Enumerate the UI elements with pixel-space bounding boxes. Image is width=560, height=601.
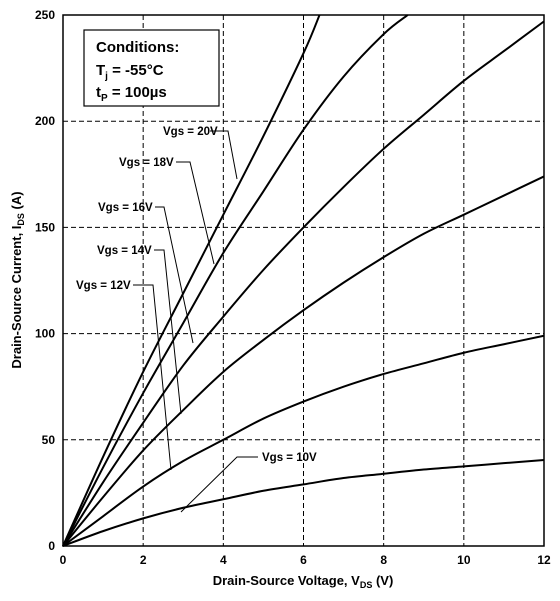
- x-tick-label: 2: [140, 553, 147, 567]
- leader-vgs-20v: [210, 130, 238, 180]
- y-tick-label: 50: [42, 433, 56, 447]
- y-tick-label: 250: [35, 8, 55, 22]
- x-tick-label: 6: [300, 553, 307, 567]
- leader-vgs-14v: [154, 249, 182, 415]
- series-label-vgs-10v: Vgs = 10V: [262, 452, 317, 464]
- leader-vgs-18v: [176, 161, 215, 265]
- x-axis-title: Drain-Source Voltage, VDS (V): [213, 573, 394, 590]
- y-tick-label: 200: [35, 114, 55, 128]
- leader-vgs-12v: [133, 284, 172, 471]
- x-tick-label: 10: [457, 553, 471, 567]
- y-tick-label: 100: [35, 327, 55, 341]
- series-label-vgs-14v: Vgs = 14V: [97, 245, 152, 257]
- y-tick-label: 150: [35, 220, 55, 234]
- x-tick-label: 8: [380, 553, 387, 567]
- leader-vgs-10v: [180, 456, 258, 513]
- conditions-tj: Tj = -55°C: [96, 62, 164, 82]
- conditions-box-border: [83, 29, 220, 107]
- conditions-box: Conditions: Tj = -55°C tP = 100µs: [83, 29, 220, 107]
- series-label-vgs-12v: Vgs = 12V: [76, 280, 131, 292]
- curve-vgs-18v: [62, 14, 409, 547]
- label-leaders: [133, 130, 258, 513]
- curve-vgs-10v: [62, 458, 545, 547]
- x-tick-label: 0: [60, 553, 67, 567]
- curves: [62, 14, 545, 547]
- series-label-vgs-20v: Vgs = 20V: [163, 126, 218, 138]
- x-tick-label: 4: [220, 553, 227, 567]
- conditions-title: Conditions:: [96, 39, 179, 56]
- conditions-tp: tP = 100µs: [96, 84, 167, 104]
- plot-frame: [62, 14, 545, 547]
- series-label-vgs-16v: Vgs = 16V: [98, 202, 153, 214]
- curve-vgs-12v: [62, 334, 545, 547]
- leader-vgs-16v: [155, 206, 194, 344]
- curve-vgs-16v: [62, 20, 545, 547]
- tick-labels: 0 2 4 6 8 10 12 0 50 100 150 200 250: [35, 8, 551, 567]
- y-axis-title: Drain-Source Current, IDS (A): [9, 191, 26, 368]
- y-tick-label: 0: [48, 539, 55, 553]
- series-label-vgs-18v: Vgs = 18V: [119, 157, 174, 169]
- curve-vgs-20v: [62, 14, 321, 547]
- curve-labels: Vgs = 20V Vgs = 18V Vgs = 16V Vgs = 14V Vgs …: [76, 126, 317, 464]
- curve-vgs-14v: [62, 175, 545, 547]
- x-tick-label: 12: [537, 553, 551, 567]
